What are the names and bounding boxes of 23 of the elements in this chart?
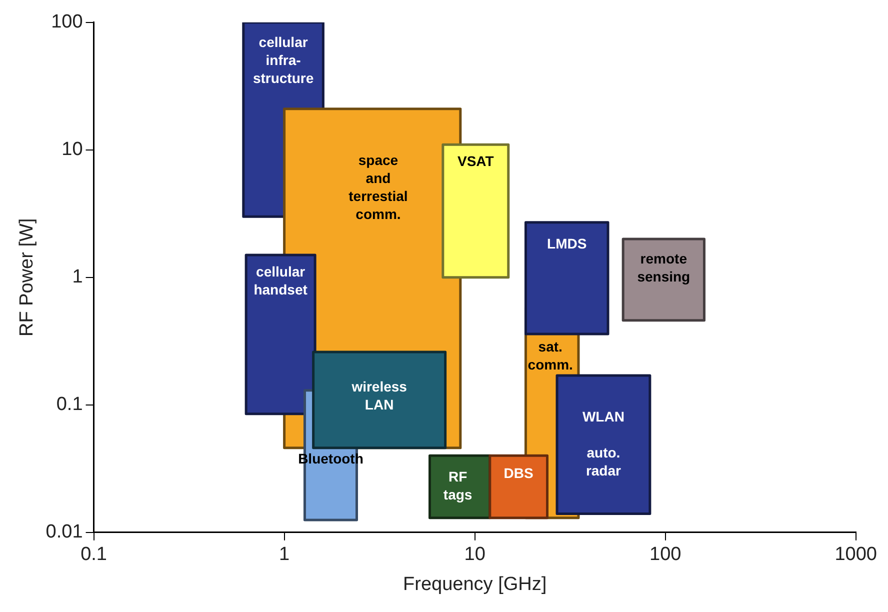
series-label: remote sensing — [637, 250, 690, 285]
x-tick-label: 1000 — [834, 544, 878, 566]
series-label: wireless LAN — [350, 378, 408, 413]
y-axis-title: RF Power [W] — [16, 218, 38, 337]
series-label: cellular infra- structure — [252, 34, 314, 86]
series-label: cellular handset — [254, 263, 308, 298]
series-label: LMDS — [547, 236, 587, 252]
series-label: sat. comm. — [528, 338, 573, 372]
y-tick-label: 100 — [51, 12, 83, 33]
series-label: RF tags — [443, 468, 472, 503]
y-tick-label: 1 — [72, 266, 83, 288]
y-tick-label: 0.01 — [46, 522, 83, 543]
x-tick-label: 10 — [464, 544, 486, 566]
x-tick-label: 100 — [649, 544, 682, 566]
series-label: DBS — [504, 465, 534, 482]
y-tick-label: 10 — [62, 139, 83, 160]
y-tick-label: 0.1 — [56, 394, 83, 416]
x-tick-label: 0.1 — [80, 544, 107, 566]
series-label: VSAT — [457, 153, 494, 170]
x-tick-label: 1 — [279, 544, 290, 566]
text: WLAN auto. radar — [582, 408, 624, 479]
x-axis-title: Frequency [GHz] — [403, 574, 547, 595]
series-label: space and terrestial comm. — [348, 152, 408, 222]
